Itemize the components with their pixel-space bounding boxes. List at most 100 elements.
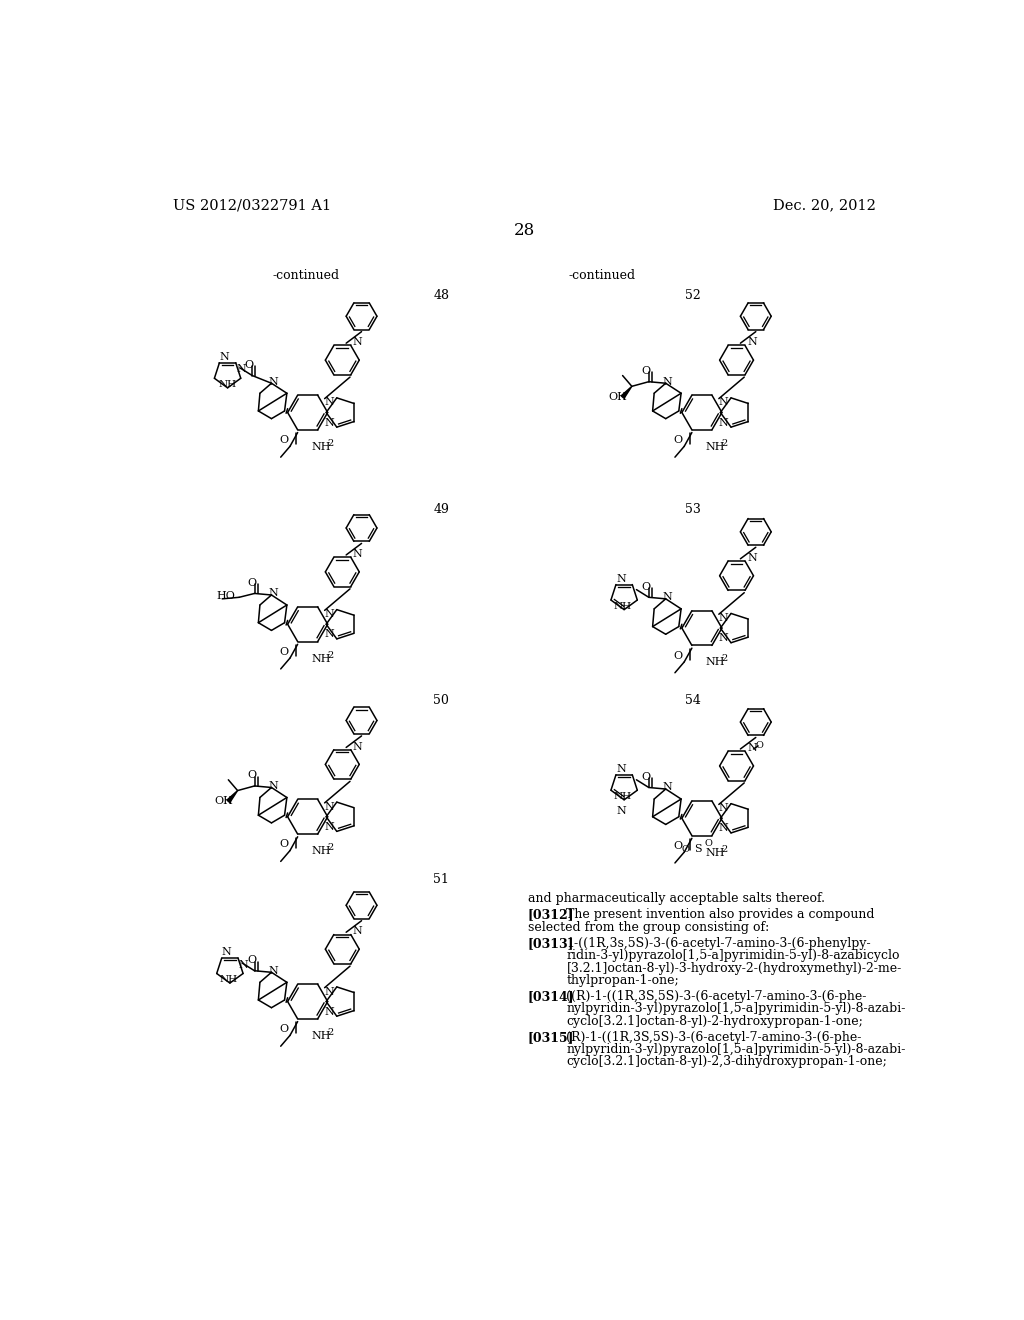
Text: [0312]: [0312]: [528, 908, 574, 921]
Text: N: N: [219, 352, 229, 362]
Text: N: N: [268, 376, 278, 387]
Text: NH: NH: [706, 442, 725, 451]
Text: O: O: [247, 954, 256, 965]
Text: N: N: [353, 549, 362, 560]
Text: 1-((1R,3s,5S)-3-(6-acetyl-7-amino-3-(6-phenylpy-: 1-((1R,3s,5S)-3-(6-acetyl-7-amino-3-(6-p…: [566, 937, 871, 950]
Text: N: N: [719, 612, 728, 623]
Text: 2: 2: [327, 438, 333, 447]
Text: NH: NH: [311, 1031, 331, 1040]
Text: 2: 2: [327, 651, 333, 660]
Text: ((R)-1-((1R,3S,5S)-3-(6-acetyl-7-amino-3-(6-phe-: ((R)-1-((1R,3S,5S)-3-(6-acetyl-7-amino-3…: [566, 990, 866, 1003]
Text: 2: 2: [721, 655, 727, 664]
Text: O: O: [674, 651, 683, 661]
Text: O: O: [705, 840, 712, 849]
Text: 52: 52: [685, 289, 700, 302]
Text: cyclo[3.2.1]octan-8-yl)-2-hydroxypropan-1-one;: cyclo[3.2.1]octan-8-yl)-2-hydroxypropan-…: [566, 1015, 863, 1028]
Text: Dec. 20, 2012: Dec. 20, 2012: [773, 198, 876, 213]
Text: N: N: [268, 781, 278, 791]
Text: 50: 50: [433, 693, 450, 706]
Text: N: N: [353, 338, 362, 347]
Text: N: N: [663, 376, 672, 387]
Text: O: O: [641, 772, 650, 781]
Text: N: N: [748, 743, 757, 754]
Text: NH: NH: [219, 975, 238, 985]
Text: N: N: [353, 742, 362, 751]
Text: NH: NH: [613, 602, 632, 611]
Text: O: O: [674, 436, 683, 445]
Text: N: N: [748, 553, 757, 564]
Text: N: N: [719, 804, 728, 813]
Text: N: N: [616, 574, 626, 583]
Text: [3.2.1]octan-8-yl)-3-hydroxy-2-(hydroxymethyl)-2-me-: [3.2.1]octan-8-yl)-3-hydroxy-2-(hydroxym…: [566, 961, 901, 974]
Text: US 2012/0322791 A1: US 2012/0322791 A1: [173, 198, 331, 213]
Text: ridin-3-yl)pyrazolo[1,5-a]pyrimidin-5-yl)-8-azabicyclo: ridin-3-yl)pyrazolo[1,5-a]pyrimidin-5-yl…: [566, 949, 900, 962]
Text: nylpyridin-3-yl)pyrazolo[1,5-a]pyrimidin-5-yl)-8-azabi-: nylpyridin-3-yl)pyrazolo[1,5-a]pyrimidin…: [566, 1002, 906, 1015]
Text: O: O: [280, 840, 289, 850]
Text: (R)-1-((1R,3S,5S)-3-(6-acetyl-7-amino-3-(6-phe-: (R)-1-((1R,3S,5S)-3-(6-acetyl-7-amino-3-…: [566, 1031, 862, 1044]
Text: N: N: [663, 593, 672, 602]
Text: 2: 2: [721, 438, 727, 447]
Text: N: N: [325, 630, 334, 639]
Text: and pharmaceutically acceptable salts thereof.: and pharmaceutically acceptable salts th…: [528, 892, 825, 906]
Text: O: O: [280, 436, 289, 445]
Text: N: N: [748, 338, 757, 347]
Text: NH: NH: [218, 380, 237, 389]
Text: The present invention also provides a compound: The present invention also provides a co…: [566, 908, 874, 921]
Polygon shape: [227, 791, 238, 803]
Text: nylpyridin-3-yl)pyrazolo[1,5-a]pyrimidin-5-yl)-8-azabi-: nylpyridin-3-yl)pyrazolo[1,5-a]pyrimidin…: [566, 1043, 906, 1056]
Text: N: N: [719, 824, 728, 833]
Text: N: N: [325, 397, 334, 408]
Text: NH: NH: [613, 792, 632, 801]
Text: N: N: [268, 966, 278, 975]
Text: cyclo[3.2.1]octan-8-yl)-2,3-dihydroxypropan-1-one;: cyclo[3.2.1]octan-8-yl)-2,3-dihydroxypro…: [566, 1056, 887, 1068]
Text: OH: OH: [214, 796, 233, 807]
Text: N: N: [663, 783, 672, 792]
Text: N: N: [239, 960, 249, 970]
Text: O: O: [641, 582, 650, 591]
Text: NH: NH: [706, 847, 725, 858]
Text: N: N: [325, 417, 334, 428]
Text: N: N: [353, 927, 362, 936]
Text: 28: 28: [514, 222, 536, 239]
Text: N: N: [325, 610, 334, 619]
Text: S: S: [694, 843, 701, 854]
Text: N: N: [325, 1007, 334, 1016]
Text: 53: 53: [685, 503, 700, 516]
Text: N: N: [222, 948, 231, 957]
Text: N: N: [616, 805, 626, 816]
Text: O: O: [674, 841, 683, 851]
Text: thylpropan-1-one;: thylpropan-1-one;: [566, 974, 679, 987]
Text: 2: 2: [721, 845, 727, 854]
Text: NH: NH: [311, 442, 331, 451]
Text: N: N: [719, 417, 728, 428]
Text: O: O: [247, 578, 256, 587]
Text: -continued: -continued: [272, 269, 340, 282]
Text: NH: NH: [706, 657, 725, 668]
Text: 54: 54: [685, 693, 700, 706]
Text: OH: OH: [608, 392, 628, 403]
Text: N: N: [719, 634, 728, 643]
Text: 51: 51: [433, 873, 450, 886]
Text: NH: NH: [311, 846, 331, 855]
Text: N: N: [325, 801, 334, 812]
Text: O: O: [641, 366, 650, 376]
Text: [0314]: [0314]: [528, 990, 574, 1003]
Text: HO: HO: [216, 591, 234, 601]
Text: [0315]: [0315]: [528, 1031, 574, 1044]
Text: 48: 48: [433, 289, 450, 302]
Text: 2: 2: [327, 843, 333, 851]
Text: O: O: [756, 742, 764, 750]
Text: selected from the group consisting of:: selected from the group consisting of:: [528, 921, 769, 933]
Text: N: N: [719, 397, 728, 408]
Text: O: O: [681, 845, 689, 854]
Polygon shape: [622, 387, 632, 399]
Text: O: O: [245, 360, 254, 370]
Text: 2: 2: [327, 1028, 333, 1036]
Text: N: N: [237, 364, 247, 375]
Text: [0313]: [0313]: [528, 937, 574, 950]
Text: N: N: [325, 822, 334, 832]
Text: 49: 49: [433, 503, 450, 516]
Text: O: O: [280, 647, 289, 657]
Text: O: O: [247, 770, 256, 780]
Text: N: N: [325, 986, 334, 997]
